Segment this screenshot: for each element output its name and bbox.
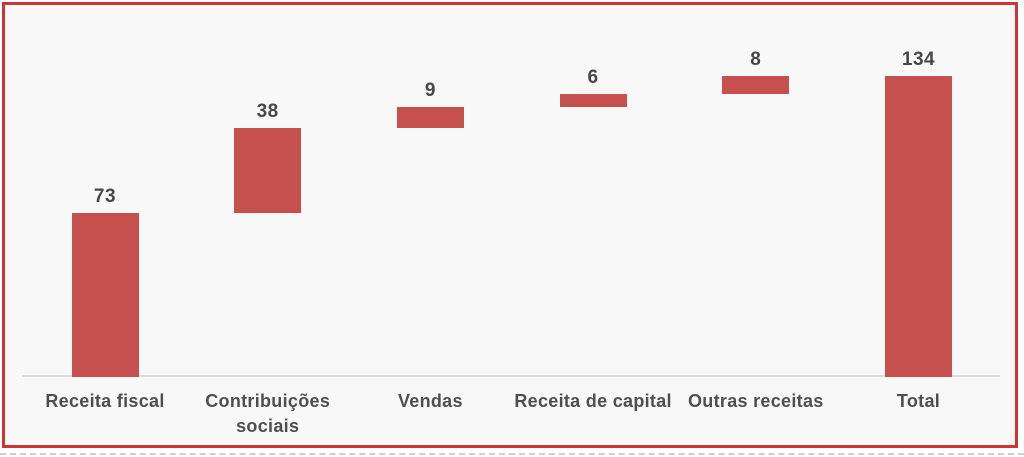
bar-value-label-outras-receitas: 8 [750,49,762,70]
bar-value-label-total: 134 [901,49,936,70]
bar-vendas [396,107,464,128]
chart-frame [2,2,1018,448]
bar-total [885,76,952,377]
x-axis-label-outras-receitas: Outras receitas [688,391,824,411]
bar-receita-de-capital [559,93,627,108]
bar-value-label-receita-fiscal: 73 [93,186,117,208]
x-axis-label-receita-fiscal: Receita fiscal [45,391,165,411]
x-axis-baseline [22,375,1000,377]
bar-receita-fiscal [71,213,139,377]
x-axis-label-contribuicoes-sociais: Contribuições sociais [205,391,331,436]
page-bottom-dashed-line [0,453,1024,455]
bar-outras-receitas [722,76,790,94]
x-axis-label-receita-de-capital: Receita de capital [514,391,672,411]
bar-value-label-vendas: 9 [424,80,436,102]
x-axis-label-vendas: Vendas [397,391,463,411]
bar-value-label-receita-de-capital: 6 [587,66,599,88]
bar-value-label-contribuicoes-sociais: 38 [256,100,279,122]
bar-contribuicoes-sociais [234,127,302,213]
x-axis-label-total: Total [896,391,941,411]
